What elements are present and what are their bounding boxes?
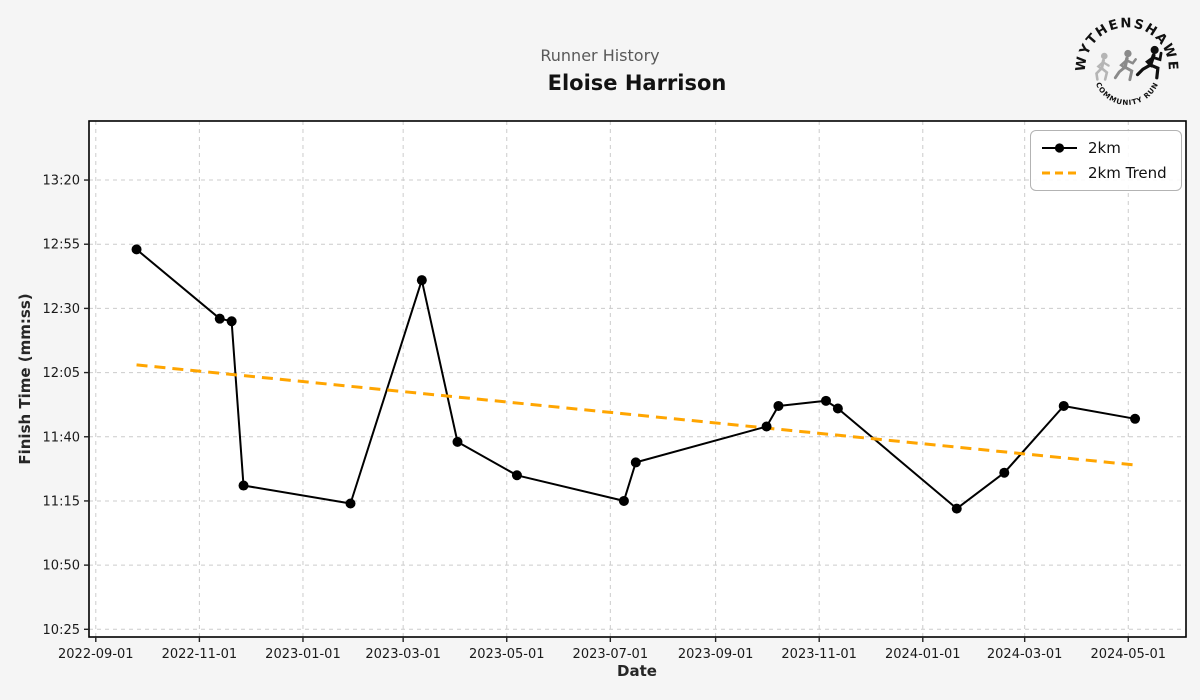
- data-point: [238, 480, 249, 491]
- series-2km-trend-line: [136, 363, 1136, 467]
- y-tick-label: 11:40: [43, 430, 80, 445]
- data-point: [1058, 400, 1069, 411]
- y-tick-label: 13:20: [43, 174, 80, 189]
- x-tick-label: 2023-11-01: [781, 647, 857, 662]
- x-tick-label: 2024-01-01: [885, 647, 961, 662]
- x-tick-label: 2022-11-01: [162, 647, 238, 662]
- page-title: Eloise Harrison: [547, 71, 727, 95]
- legend-label: 2km: [1088, 139, 1121, 157]
- legend-dashed-line-icon: [1042, 171, 1077, 175]
- x-axis-label: Date: [617, 662, 657, 680]
- data-point: [131, 244, 142, 255]
- data-point: [630, 457, 641, 468]
- plot-area: [89, 121, 1186, 637]
- data-point: [773, 400, 784, 411]
- y-tick-label: 10:50: [43, 559, 80, 574]
- y-tick-label: 12:55: [43, 238, 80, 253]
- logo-bottom-text: COMMUNITY RUN: [1094, 81, 1160, 108]
- y-axis-label: Finish Time (mm:ss): [16, 293, 34, 465]
- x-tick-label: 2024-05-01: [1090, 647, 1166, 662]
- y-tick-label: 12:05: [43, 366, 80, 381]
- x-tick-label: 2024-03-01: [987, 647, 1063, 662]
- data-point: [820, 395, 831, 406]
- legend-line-marker-icon: [1042, 143, 1077, 153]
- data-point: [345, 498, 356, 509]
- x-tick-label: 2023-03-01: [365, 647, 441, 662]
- data-point: [832, 403, 843, 414]
- x-tick-label: 2023-07-01: [573, 647, 649, 662]
- runner-icon: [1113, 49, 1137, 82]
- legend-label: 2km Trend: [1088, 164, 1167, 182]
- x-tick-label: 2023-05-01: [469, 647, 545, 662]
- legend-item-2km: 2km: [1041, 139, 1167, 157]
- legend: 2km 2km Trend: [1030, 130, 1182, 191]
- chart-subtitle: Runner History: [540, 46, 660, 65]
- x-tick-label: 2023-09-01: [678, 647, 754, 662]
- data-point: [511, 470, 522, 481]
- series-2km-line: [135, 248, 1136, 510]
- data-point: [999, 467, 1010, 478]
- plot-border: [88, 120, 1187, 638]
- data-point: [226, 316, 237, 327]
- legend-item-2km-trend: 2km Trend: [1041, 164, 1167, 182]
- wythenshawe-community-run-logo: WYTHENSHAWE COMMUNITY RUN: [1074, 16, 1179, 108]
- data-point: [1130, 413, 1141, 424]
- data-point: [618, 495, 629, 506]
- runner-icon: [1095, 52, 1110, 81]
- data-point: [761, 421, 772, 432]
- y-tick-label: 12:30: [43, 302, 80, 317]
- data-point: [452, 436, 463, 447]
- runner-icon: [1135, 45, 1163, 80]
- y-tick-label: 11:15: [43, 494, 80, 509]
- y-tick-label: 10:25: [43, 623, 80, 638]
- data-point: [416, 275, 427, 286]
- data-point: [951, 503, 962, 514]
- x-tick-label: 2023-01-01: [265, 647, 341, 662]
- data-point: [214, 313, 225, 324]
- x-tick-label: 2022-09-01: [58, 647, 134, 662]
